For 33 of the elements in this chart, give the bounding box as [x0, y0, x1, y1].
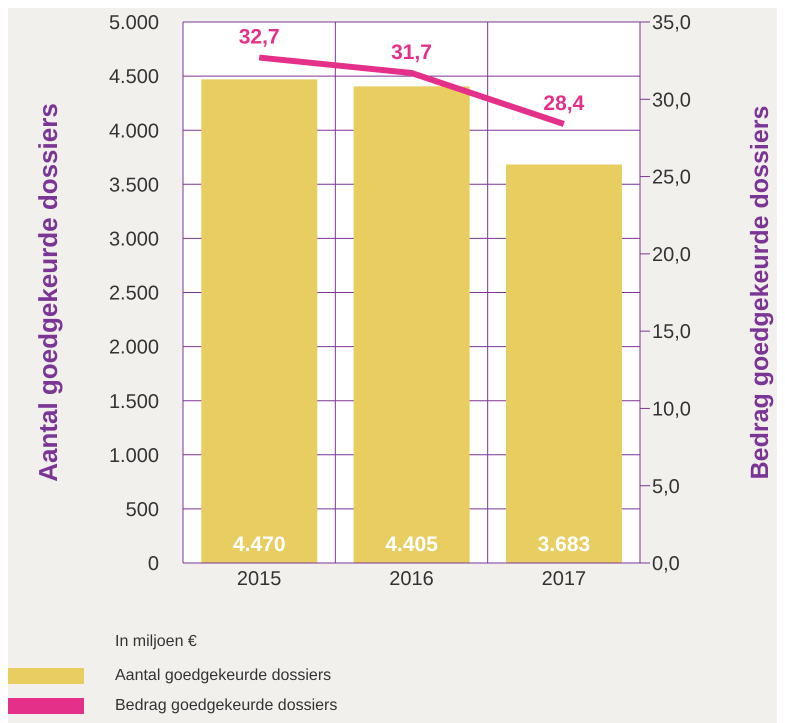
- x-tick-label: 2017: [542, 568, 586, 590]
- y-tick-label: 4.500: [108, 66, 159, 88]
- legend-label: Aantal goedgekeurde dossiers: [115, 667, 332, 685]
- y2-tick-label: 15,0: [652, 321, 691, 344]
- y2-axis-title: Bedrag goedgekeurde dossiers: [746, 106, 774, 480]
- x-tick-label: 2016: [389, 568, 434, 590]
- legend-title: In miljoen €: [115, 633, 198, 651]
- y-tick-label: 5.000: [108, 12, 159, 34]
- y-tick-label: 0: [148, 553, 159, 576]
- data-label: 28,4: [543, 92, 585, 116]
- y-tick-label: 2.000: [108, 336, 159, 359]
- y-tick-label: 1.000: [108, 444, 159, 467]
- data-label: 32,7: [238, 26, 280, 49]
- x-tick-label: 2015: [236, 568, 282, 590]
- y2-tick-label: 30,0: [652, 89, 691, 112]
- y2-tick-label: 35,0: [652, 12, 691, 34]
- y-tick-label: 4.000: [108, 120, 159, 142]
- y2-tick-label: 20,0: [652, 244, 691, 266]
- legend-label: Bedrag goedgekeurde dossiers: [115, 697, 338, 715]
- y-axis-title: Aantal goedgekeurde dossiers: [33, 103, 64, 482]
- y-tick-label: 500: [126, 499, 159, 521]
- data-label: 31,7: [391, 41, 432, 64]
- y2-tick-label: 0,0: [652, 553, 680, 576]
- data-label: 4.405: [385, 533, 438, 556]
- y-tick-label: 3.500: [108, 174, 159, 196]
- y-tick-label: 3.000: [108, 228, 159, 250]
- y2-tick-label: 10,0: [652, 398, 691, 421]
- y-tick-label: 1.500: [108, 390, 159, 413]
- data-label: 4.470: [233, 533, 286, 556]
- y-tick-label: 2.500: [108, 282, 159, 305]
- y2-tick-label: 25,0: [652, 166, 691, 189]
- data-label: 3.683: [538, 533, 590, 556]
- y2-tick-label: 5,0: [652, 476, 680, 498]
